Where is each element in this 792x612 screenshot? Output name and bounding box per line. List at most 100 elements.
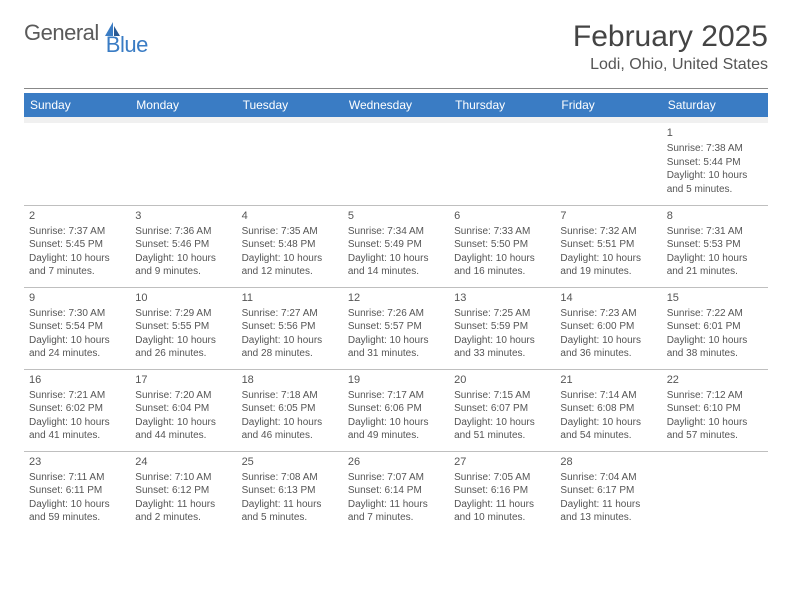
day-number: 2 bbox=[29, 209, 125, 223]
day-header: Wednesday bbox=[343, 93, 449, 117]
day-cell: 8 Sunrise: 7:31 AMSunset: 5:53 PMDaylight… bbox=[662, 205, 768, 287]
sun-info: Sunrise: 7:18 AMSunset: 6:05 PMDaylight:… bbox=[242, 389, 338, 443]
day-cell: 17Sunrise: 7:20 AMSunset: 6:04 PMDayligh… bbox=[130, 369, 236, 451]
day-cell: 24Sunrise: 7:10 AMSunset: 6:12 PMDayligh… bbox=[130, 451, 236, 533]
week-row: 9 Sunrise: 7:30 AMSunset: 5:54 PMDaylight… bbox=[24, 287, 768, 369]
sun-info: Sunrise: 7:27 AMSunset: 5:56 PMDaylight:… bbox=[242, 307, 338, 361]
sun-info: Sunrise: 7:04 AMSunset: 6:17 PMDaylight:… bbox=[560, 471, 656, 525]
day-cell: 22 Sunrise: 7:12 AMSunset: 6:10 PMDayligh… bbox=[662, 369, 768, 451]
day-cell: 16 Sunrise: 7:21 AMSunset: 6:02 PMDayligh… bbox=[24, 369, 130, 451]
week-row: 1 Sunrise: 7:38 AMSunset: 5:44 PMDaylight… bbox=[24, 123, 768, 205]
sun-info: Sunrise: 7:32 AMSunset: 5:51 PMDaylight:… bbox=[560, 225, 656, 279]
day-cell: 5 Sunrise: 7:34 AMSunset: 5:49 PMDaylight… bbox=[343, 205, 449, 287]
day-cell: 20Sunrise: 7:15 AMSunset: 6:07 PMDayligh… bbox=[449, 369, 555, 451]
sun-info: Sunrise: 7:35 AMSunset: 5:48 PMDaylight:… bbox=[242, 225, 338, 279]
logo: General Blue bbox=[24, 20, 166, 46]
day-cell: 15 Sunrise: 7:22 AMSunset: 6:01 PMDayligh… bbox=[662, 287, 768, 369]
day-cell: 6 Sunrise: 7:33 AMSunset: 5:50 PMDaylight… bbox=[449, 205, 555, 287]
day-cell-empty bbox=[130, 123, 236, 205]
day-cell: 2 Sunrise: 7:37 AMSunset: 5:45 PMDaylight… bbox=[24, 205, 130, 287]
day-cell: 25 Sunrise: 7:08 AMSunset: 6:13 PMDayligh… bbox=[237, 451, 343, 533]
sun-info: Sunrise: 7:38 AMSunset: 5:44 PMDaylight:… bbox=[667, 142, 763, 196]
day-header: Tuesday bbox=[237, 93, 343, 117]
day-number: 7 bbox=[560, 209, 656, 223]
day-cell: 26 Sunrise: 7:07 AMSunset: 6:14 PMDayligh… bbox=[343, 451, 449, 533]
day-cell: 18 Sunrise: 7:18 AMSunset: 6:05 PMDayligh… bbox=[237, 369, 343, 451]
month-title: February 2025 bbox=[573, 20, 768, 54]
calendar-table: SundayMondayTuesdayWednesdayThursdayFrid… bbox=[24, 93, 768, 533]
day-number: 6 bbox=[454, 209, 550, 223]
day-number: 4 bbox=[242, 209, 338, 223]
day-number: 23 bbox=[29, 455, 125, 469]
day-number: 25 bbox=[242, 455, 338, 469]
sun-info: Sunrise: 7:22 AMSunset: 6:01 PMDaylight:… bbox=[667, 307, 763, 361]
day-cell: 19Sunrise: 7:17 AMSunset: 6:06 PMDayligh… bbox=[343, 369, 449, 451]
day-number: 21 bbox=[560, 373, 656, 387]
day-number: 9 bbox=[29, 291, 125, 305]
sun-info: Sunrise: 7:30 AMSunset: 5:54 PMDaylight:… bbox=[29, 307, 125, 361]
sun-info: Sunrise: 7:29 AMSunset: 5:55 PMDaylight:… bbox=[135, 307, 231, 361]
sun-info: Sunrise: 7:10 AMSunset: 6:12 PMDaylight:… bbox=[135, 471, 231, 525]
sun-info: Sunrise: 7:31 AMSunset: 5:53 PMDaylight:… bbox=[667, 225, 763, 279]
day-number: 28 bbox=[560, 455, 656, 469]
sun-info: Sunrise: 7:08 AMSunset: 6:13 PMDaylight:… bbox=[242, 471, 338, 525]
sun-info: Sunrise: 7:20 AMSunset: 6:04 PMDaylight:… bbox=[135, 389, 231, 443]
day-header: Thursday bbox=[449, 93, 555, 117]
logo-word-blue: Blue bbox=[106, 32, 148, 58]
day-cell: 4 Sunrise: 7:35 AMSunset: 5:48 PMDaylight… bbox=[237, 205, 343, 287]
day-number: 8 bbox=[667, 209, 763, 223]
day-header: Saturday bbox=[662, 93, 768, 117]
sun-info: Sunrise: 7:17 AMSunset: 6:06 PMDaylight:… bbox=[348, 389, 444, 443]
day-number: 10 bbox=[135, 291, 231, 305]
day-cell-empty bbox=[343, 123, 449, 205]
sun-info: Sunrise: 7:36 AMSunset: 5:46 PMDaylight:… bbox=[135, 225, 231, 279]
sun-info: Sunrise: 7:11 AMSunset: 6:11 PMDaylight:… bbox=[29, 471, 125, 525]
header: General Blue February 2025 Lodi, Ohio, U… bbox=[24, 20, 768, 74]
sun-info: Sunrise: 7:21 AMSunset: 6:02 PMDaylight:… bbox=[29, 389, 125, 443]
day-cell: 3 Sunrise: 7:36 AMSunset: 5:46 PMDaylight… bbox=[130, 205, 236, 287]
day-cell: 7 Sunrise: 7:32 AMSunset: 5:51 PMDaylight… bbox=[555, 205, 661, 287]
sun-info: Sunrise: 7:05 AMSunset: 6:16 PMDaylight:… bbox=[454, 471, 550, 525]
day-number: 3 bbox=[135, 209, 231, 223]
day-cell-empty bbox=[237, 123, 343, 205]
calendar-body: 1 Sunrise: 7:38 AMSunset: 5:44 PMDaylight… bbox=[24, 117, 768, 533]
day-number: 22 bbox=[667, 373, 763, 387]
day-header-row: SundayMondayTuesdayWednesdayThursdayFrid… bbox=[24, 93, 768, 117]
sun-info: Sunrise: 7:37 AMSunset: 5:45 PMDaylight:… bbox=[29, 225, 125, 279]
day-header: Monday bbox=[130, 93, 236, 117]
sun-info: Sunrise: 7:12 AMSunset: 6:10 PMDaylight:… bbox=[667, 389, 763, 443]
sun-info: Sunrise: 7:25 AMSunset: 5:59 PMDaylight:… bbox=[454, 307, 550, 361]
day-number: 5 bbox=[348, 209, 444, 223]
divider-line bbox=[24, 88, 768, 89]
day-number: 27 bbox=[454, 455, 550, 469]
day-cell-empty bbox=[24, 123, 130, 205]
day-cell-empty bbox=[662, 451, 768, 533]
day-cell: 1 Sunrise: 7:38 AMSunset: 5:44 PMDaylight… bbox=[662, 123, 768, 205]
day-number: 11 bbox=[242, 291, 338, 305]
day-cell: 28 Sunrise: 7:04 AMSunset: 6:17 PMDayligh… bbox=[555, 451, 661, 533]
sun-info: Sunrise: 7:33 AMSunset: 5:50 PMDaylight:… bbox=[454, 225, 550, 279]
sun-info: Sunrise: 7:34 AMSunset: 5:49 PMDaylight:… bbox=[348, 225, 444, 279]
day-header: Sunday bbox=[24, 93, 130, 117]
day-cell: 21Sunrise: 7:14 AMSunset: 6:08 PMDayligh… bbox=[555, 369, 661, 451]
day-header: Friday bbox=[555, 93, 661, 117]
day-number: 1 bbox=[667, 126, 763, 140]
day-cell-empty bbox=[555, 123, 661, 205]
week-row: 16 Sunrise: 7:21 AMSunset: 6:02 PMDayligh… bbox=[24, 369, 768, 451]
day-cell: 23 Sunrise: 7:11 AMSunset: 6:11 PMDayligh… bbox=[24, 451, 130, 533]
day-cell: 12Sunrise: 7:26 AMSunset: 5:57 PMDayligh… bbox=[343, 287, 449, 369]
day-number: 16 bbox=[29, 373, 125, 387]
day-cell-empty bbox=[449, 123, 555, 205]
week-row: 2 Sunrise: 7:37 AMSunset: 5:45 PMDaylight… bbox=[24, 205, 768, 287]
week-row: 23 Sunrise: 7:11 AMSunset: 6:11 PMDayligh… bbox=[24, 451, 768, 533]
day-number: 26 bbox=[348, 455, 444, 469]
day-number: 18 bbox=[242, 373, 338, 387]
day-number: 20 bbox=[454, 373, 550, 387]
day-number: 15 bbox=[667, 291, 763, 305]
day-cell: 13Sunrise: 7:25 AMSunset: 5:59 PMDayligh… bbox=[449, 287, 555, 369]
day-cell: 9 Sunrise: 7:30 AMSunset: 5:54 PMDaylight… bbox=[24, 287, 130, 369]
sun-info: Sunrise: 7:07 AMSunset: 6:14 PMDaylight:… bbox=[348, 471, 444, 525]
day-cell: 11 Sunrise: 7:27 AMSunset: 5:56 PMDayligh… bbox=[237, 287, 343, 369]
sun-info: Sunrise: 7:23 AMSunset: 6:00 PMDaylight:… bbox=[560, 307, 656, 361]
day-cell: 27 Sunrise: 7:05 AMSunset: 6:16 PMDayligh… bbox=[449, 451, 555, 533]
